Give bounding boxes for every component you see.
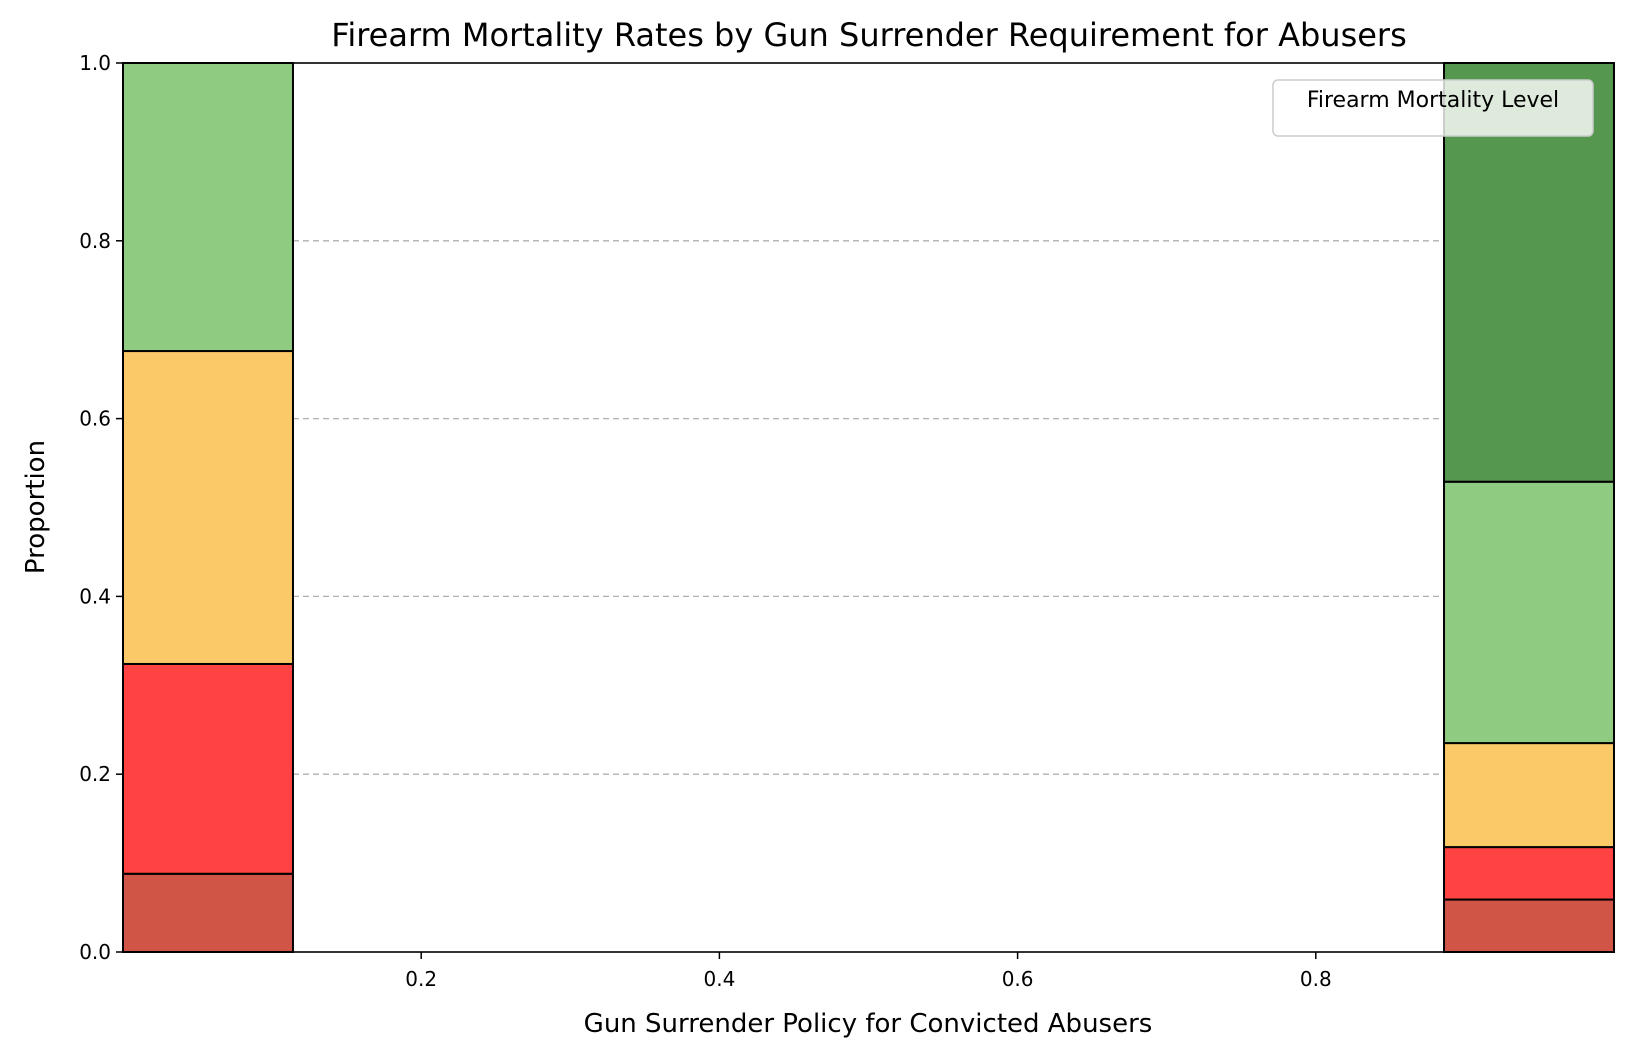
x-tick-label: 0.8 xyxy=(1300,967,1332,991)
y-tick-label: 0.0 xyxy=(79,940,111,964)
plot-frame xyxy=(122,62,1615,953)
y-tick-label: 0.6 xyxy=(79,407,111,431)
bar-2-segment-4 xyxy=(1443,480,1615,745)
y-axis-ticks: 0.0 0.2 0.4 0.6 0.8 1.0 xyxy=(79,51,123,964)
stacked-bars xyxy=(122,62,1615,954)
x-tick-label: 0.6 xyxy=(1002,967,1034,991)
y-tick-label: 0.8 xyxy=(79,229,111,253)
bar-1-segment-3 xyxy=(122,350,294,665)
bar-2-segment-3 xyxy=(1443,742,1615,849)
y-axis-label: Proportion xyxy=(21,440,51,574)
chart-title: Firearm Mortality Rates by Gun Surrender… xyxy=(331,16,1407,54)
x-tick-label: 0.4 xyxy=(703,967,735,991)
bar-2-segment-2 xyxy=(1443,846,1615,901)
bar-1-segment-1 xyxy=(122,872,294,954)
bar-1-segment-4 xyxy=(122,62,294,353)
y-tick-label: 0.2 xyxy=(79,762,111,786)
legend-title: Firearm Mortality Level xyxy=(1307,88,1559,113)
y-tick-label: 1.0 xyxy=(79,51,111,75)
grid-lines xyxy=(123,240,1614,775)
bar-2-segment-1 xyxy=(1443,898,1615,954)
bar-1-segment-2 xyxy=(122,662,294,875)
legend-box xyxy=(1272,79,1594,137)
x-axis-ticks: 0.2 0.4 0.6 0.8 xyxy=(405,952,1332,991)
y-tick-label: 0.4 xyxy=(79,584,111,608)
x-axis-label: Gun Surrender Policy for Convicted Abuse… xyxy=(584,1009,1153,1039)
legend: Firearm Mortality Level xyxy=(1272,79,1594,137)
x-tick-label: 0.2 xyxy=(405,967,437,991)
